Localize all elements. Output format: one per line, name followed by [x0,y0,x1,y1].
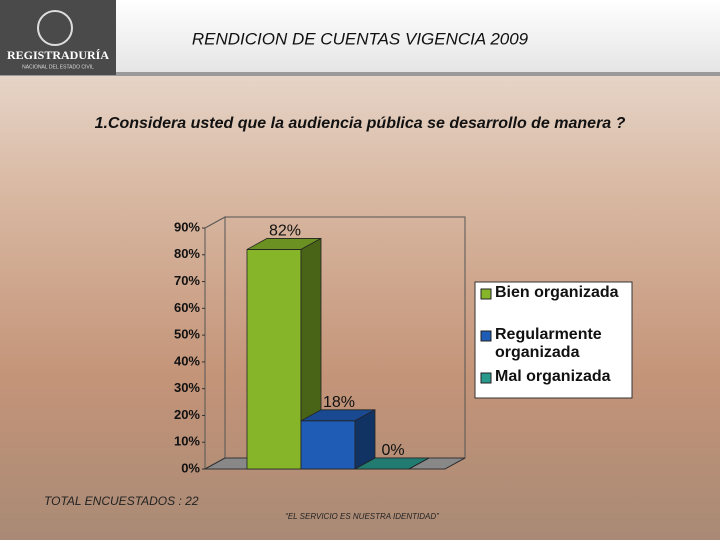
logo-box [0,0,116,75]
footer-left: TOTAL ENCUESTADOS : 22 [44,494,199,508]
bar-side [408,457,430,470]
value-label: 0% [381,442,404,459]
y-tick-label: 20% [174,407,200,422]
y-tick-label: 0% [181,460,200,475]
logo-text: REGISTRADURÍA [7,48,109,62]
legend-swatch [480,288,492,300]
legend-label: Mal organizada [495,368,611,385]
y-tick-label: 90% [174,219,200,234]
legend-swatch [480,330,492,342]
chart-title: 1.Considera usted que la audiencia públi… [95,115,626,132]
legend-label: Bien organizada [495,284,619,301]
logo-subtext: NACIONAL DEL ESTADO CIVIL [22,64,94,70]
legend-swatch [480,372,492,384]
legend-entry: Regularmente organizada [495,326,602,361]
footer-center: “EL SERVICIO ES NUESTRA IDENTIDAD” [285,512,439,521]
y-tick-label: 70% [174,273,200,288]
y-tick-label: 80% [174,246,200,261]
y-tick-label: 30% [174,380,200,395]
legend-entry: Bien organizada [495,284,619,301]
legend-label: Regularmente organizada [495,326,602,361]
slide-title: RENDICION DE CUENTAS VIGENCIA 2009 [192,29,529,48]
chart: 0% 10% 20% 30% 40% 50% 60% 70% 80% 90% 82% 18% 0% Bie… [174,216,633,475]
y-tick-label: 10% [174,434,200,449]
bar-front [300,420,356,470]
legend-box [474,281,633,399]
y-tick-label: 40% [174,353,200,368]
y-tick-label: 60% [174,300,200,315]
value-label: 82% [269,223,301,240]
y-tick-label: 50% [174,327,200,342]
value-label: 18% [323,394,355,411]
header-band [0,0,720,75]
logo-emblem [37,10,73,46]
header-rule [0,72,720,76]
bar-front [246,249,302,470]
legend-entry: Mal organizada [495,368,611,385]
